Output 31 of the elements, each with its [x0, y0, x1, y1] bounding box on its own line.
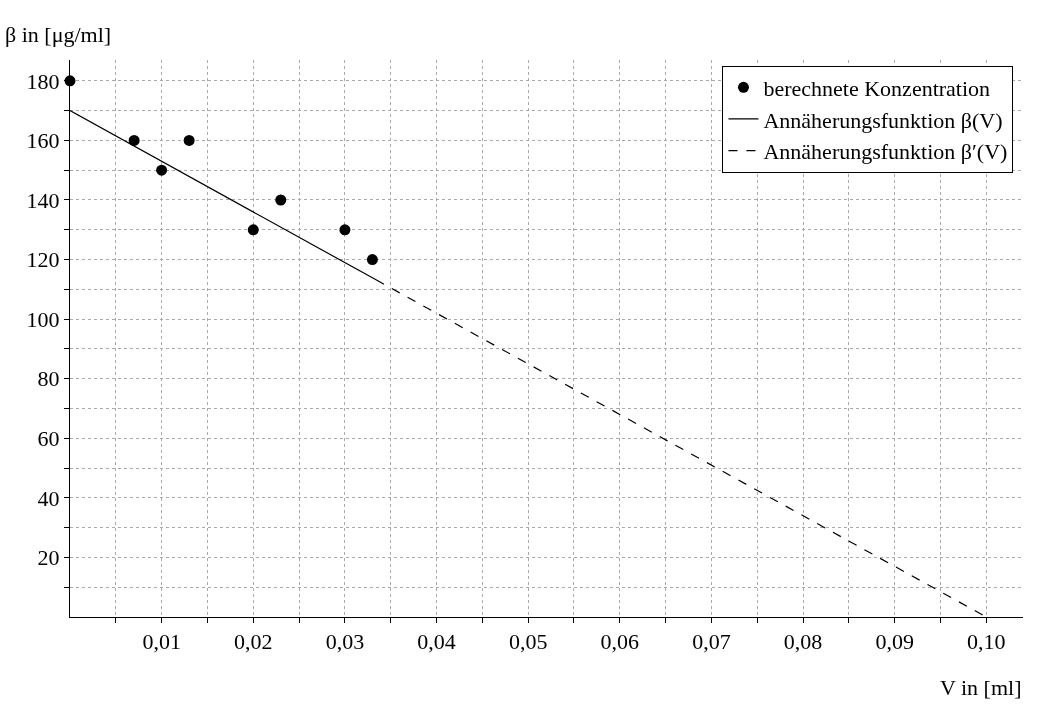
- y-tick-label: 20: [37, 545, 60, 571]
- x-tick-label: 0,04: [417, 629, 456, 655]
- x-axis-title: V in [ml]: [940, 675, 1022, 700]
- point: [366, 254, 378, 266]
- point: [339, 224, 351, 236]
- point: [275, 194, 287, 206]
- y-axis-title: β in [μg/ml]: [5, 22, 112, 47]
- legend-label: berechnete Konzentration: [763, 75, 991, 101]
- point: [128, 134, 140, 146]
- point: [247, 224, 259, 236]
- point: [183, 134, 195, 146]
- y-tick-label: 60: [37, 425, 60, 451]
- y-tick-label: 80: [37, 366, 60, 392]
- y-tick-label: 180: [26, 68, 60, 94]
- legend-label: Annäherungsfunktion β′(V): [763, 139, 1008, 165]
- x-tick-label: 0,07: [692, 629, 731, 655]
- x-tick-label: 0,05: [508, 629, 548, 655]
- y-tick-label: 140: [26, 187, 60, 213]
- y-tick-label: 160: [26, 128, 60, 154]
- x-tick-label: 0,08: [783, 629, 823, 655]
- x-tick-label: 0,03: [325, 629, 365, 655]
- x-tick-label: 0,06: [600, 629, 640, 655]
- point: [156, 164, 168, 176]
- x-tick-label: 0,02: [234, 629, 273, 655]
- x-tick-label: 0,10: [967, 629, 1006, 655]
- legend-label: Annäherungsfunktion β(V): [763, 107, 1003, 133]
- y-tick-label: 40: [37, 485, 60, 511]
- y-tick-label: 100: [26, 306, 60, 332]
- x-tick-label: 0,09: [875, 629, 914, 655]
- x-tick-label: 0,01: [142, 629, 181, 655]
- y-tick-label: 120: [26, 247, 60, 273]
